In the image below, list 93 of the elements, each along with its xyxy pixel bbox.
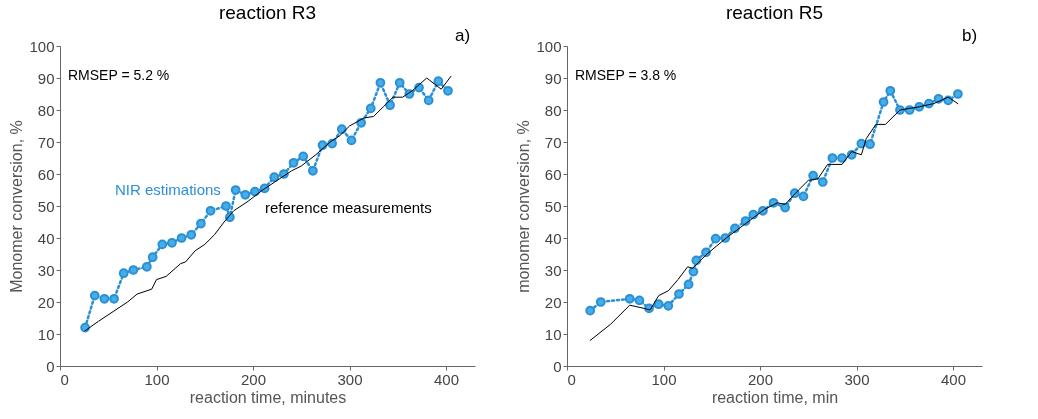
point	[663, 300, 674, 311]
y-tick-label: 70	[544, 133, 562, 151]
point	[710, 233, 721, 244]
x-tick-label: 100	[144, 370, 170, 388]
point	[240, 189, 251, 200]
annotation: RMSEP = 5.2 %	[68, 67, 170, 83]
point	[817, 177, 828, 187]
point	[288, 157, 299, 168]
line-series	[589, 96, 959, 341]
point	[953, 89, 963, 99]
point	[298, 151, 309, 162]
point	[837, 153, 847, 163]
x-tick-label: 300	[337, 370, 363, 388]
point	[375, 77, 386, 88]
y-tick-label: 90	[37, 69, 55, 87]
point	[634, 295, 645, 306]
point	[688, 266, 699, 277]
y-tick-label: 60	[37, 165, 55, 183]
point	[595, 297, 606, 307]
y-tick-label: 90	[544, 69, 562, 87]
point	[230, 185, 241, 195]
x-tick-label: 100	[651, 370, 677, 388]
y-tick-label: 80	[37, 101, 55, 119]
point	[365, 103, 376, 114]
y-tick-label: 20	[544, 293, 562, 311]
point	[221, 201, 231, 211]
point	[109, 293, 119, 304]
point	[147, 252, 158, 263]
point	[269, 172, 280, 183]
point	[118, 268, 129, 279]
point	[99, 293, 110, 304]
point	[128, 265, 139, 275]
y-tick-label: 80	[544, 101, 562, 119]
y-tick-label: 0	[46, 357, 55, 375]
point	[423, 95, 434, 106]
point	[885, 85, 896, 96]
x-tick-label: 200	[748, 370, 774, 388]
point	[443, 85, 453, 96]
point	[798, 191, 809, 202]
x-tick-label: 0	[567, 370, 576, 388]
point	[157, 239, 168, 250]
y-tick-label: 10	[37, 325, 55, 343]
point	[196, 218, 206, 229]
point	[141, 261, 152, 272]
point	[433, 76, 444, 87]
y-tick-label: 40	[37, 229, 55, 247]
y-tick-label: 0	[553, 357, 562, 375]
x-tick-label: 400	[434, 370, 460, 388]
y-tick-label: 50	[544, 197, 562, 215]
point	[346, 135, 357, 146]
point	[878, 97, 889, 107]
y-tick-label: 60	[544, 165, 562, 183]
y-tick-label: 10	[544, 325, 562, 343]
point	[674, 289, 684, 299]
text: a)	[455, 26, 471, 45]
series-label: NIR estimations	[115, 180, 221, 198]
point	[585, 305, 596, 316]
point	[167, 237, 177, 248]
x-tick-label: 200	[241, 370, 267, 388]
point	[865, 139, 875, 150]
x-tick-label: 0	[60, 370, 69, 388]
point	[808, 170, 818, 181]
point	[780, 202, 790, 213]
point	[205, 205, 216, 216]
annotation: RMSEP = 3.8 %	[575, 67, 677, 83]
point	[250, 186, 260, 197]
y-tick-label: 70	[37, 133, 55, 151]
y-tick-label: 30	[37, 261, 55, 279]
point	[89, 290, 100, 301]
point	[624, 293, 635, 304]
y-tick-label: 100	[29, 37, 55, 55]
point	[683, 279, 694, 290]
point	[653, 299, 664, 310]
chart-title: reaction R3	[218, 2, 317, 23]
y-tick-label: 20	[37, 293, 55, 311]
y-axis-title: monomer conversion, %	[515, 120, 533, 293]
point	[186, 229, 197, 240]
y-tick-label: 30	[544, 261, 562, 279]
point	[307, 165, 318, 176]
x-tick-label: 400	[941, 370, 967, 388]
point	[394, 77, 405, 88]
point	[176, 233, 187, 243]
y-tick-label: 40	[544, 229, 562, 247]
x-axis-title: reaction time, minutes	[189, 388, 347, 406]
y-tick-label: 100	[536, 37, 562, 55]
text: b)	[962, 26, 978, 45]
y-axis-title: Monomer conversion, %	[8, 120, 26, 293]
point	[827, 153, 838, 163]
series-label: reference measurements	[265, 199, 432, 217]
x-axis-title: reaction time, min	[711, 388, 839, 406]
x-tick-label: 300	[844, 370, 870, 388]
y-tick-label: 50	[37, 197, 55, 215]
chart-title: reaction R5	[725, 2, 824, 23]
